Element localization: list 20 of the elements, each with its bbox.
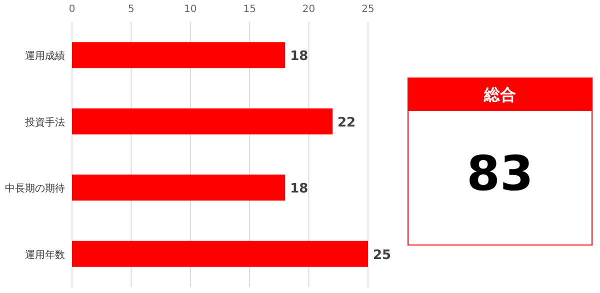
x-tick-label: 15 xyxy=(243,4,256,15)
y-tick-label: 運用成績 xyxy=(25,50,65,62)
data-label: 25 xyxy=(373,248,392,263)
x-tick-label: 0 xyxy=(68,4,76,15)
text: 総合 xyxy=(483,85,516,104)
text: 83 xyxy=(466,146,534,202)
y-tick-label: 中長期の期待 xyxy=(5,182,65,195)
x-tick-label: 10 xyxy=(184,4,197,15)
bar xyxy=(72,174,286,201)
y-tick-label: 投資手法 xyxy=(24,116,65,128)
data-label: 18 xyxy=(290,49,308,64)
data-label: 18 xyxy=(290,182,308,197)
bar xyxy=(72,42,286,68)
x-tick-label: 25 xyxy=(362,4,374,15)
bar xyxy=(72,108,332,134)
x-tick-label: 5 xyxy=(128,4,134,15)
data-label: 22 xyxy=(337,115,356,130)
bar xyxy=(72,240,368,267)
x-tick-label: 20 xyxy=(302,4,316,15)
y-tick-label: 運用年数 xyxy=(25,248,65,261)
